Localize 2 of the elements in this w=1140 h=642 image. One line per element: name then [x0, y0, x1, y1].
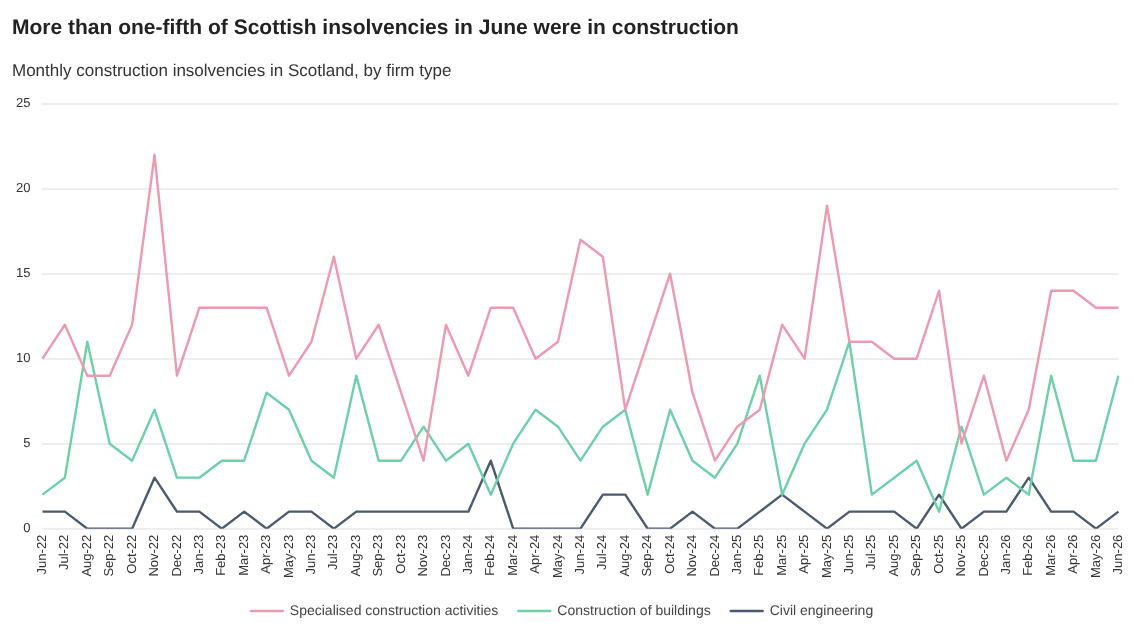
chart-title: More than one-fifth of Scottish insolvencies in June were in construction [12, 16, 739, 40]
chart-subtitle: Monthly construction insolvencies in Scotland, by firm type [12, 60, 452, 80]
